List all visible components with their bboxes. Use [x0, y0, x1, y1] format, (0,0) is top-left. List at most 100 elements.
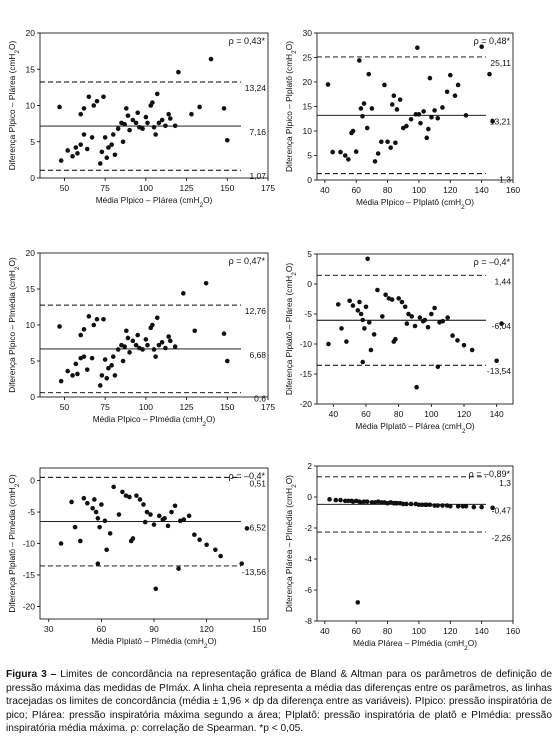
data-point — [89, 135, 95, 140]
x-tick-label: 175 — [261, 402, 275, 412]
data-point — [115, 126, 121, 131]
y-tick-label: 5 — [30, 137, 35, 147]
data-point — [70, 153, 75, 159]
data-point — [418, 120, 423, 126]
data-point — [140, 126, 145, 131]
data-point — [391, 93, 397, 99]
data-point — [432, 305, 437, 311]
data-point — [145, 120, 150, 126]
data-point — [427, 502, 433, 508]
data-point — [125, 335, 131, 341]
data-point — [84, 146, 90, 152]
x-tick-label: 150 — [220, 183, 234, 193]
x-tick-label: 120 — [443, 185, 457, 195]
data-point — [360, 317, 366, 323]
x-axis-label: Média PIplatô – PIárea (cmH2O) — [355, 421, 475, 435]
mean-difference-label: 7,16 — [249, 127, 266, 137]
data-point — [73, 145, 79, 150]
x-tick-label: 100 — [139, 183, 153, 193]
data-point — [371, 332, 377, 337]
data-point — [130, 338, 136, 344]
rho-label: ρ = 0,48* — [474, 36, 511, 46]
data-point — [176, 69, 181, 75]
data-point — [107, 531, 113, 536]
data-point — [412, 323, 418, 329]
data-point — [479, 504, 484, 510]
x-tick-label: 40 — [329, 409, 339, 419]
data-point — [135, 110, 141, 116]
data-point — [335, 302, 341, 307]
data-point — [368, 347, 374, 353]
data-point — [372, 159, 378, 164]
upper-limit-label: 12,76 — [245, 306, 267, 316]
mean-difference-label: -6,04 — [492, 321, 512, 331]
data-point — [440, 105, 445, 110]
data-point — [385, 139, 390, 145]
data-point — [99, 373, 105, 378]
data-point — [463, 113, 469, 118]
data-point — [425, 324, 431, 330]
data-point — [94, 98, 100, 104]
data-point — [102, 135, 108, 140]
data-point — [435, 364, 441, 370]
data-point — [65, 148, 70, 153]
x-axis-label: Média PIpico – PIárea (cmH2O) — [96, 195, 213, 209]
x-axis-label: Média PIpico – PImédia (cmH2O) — [93, 414, 216, 428]
data-point — [406, 311, 411, 317]
x-axis-label: Média PIplatô – PImédia (cmH2O) — [91, 636, 217, 650]
x-tick-label: 125 — [179, 183, 193, 193]
data-point — [104, 155, 110, 160]
data-point — [130, 536, 136, 541]
data-point — [70, 373, 75, 378]
y-tick-label: 15 — [26, 64, 36, 74]
data-point — [156, 342, 162, 348]
data-point — [224, 138, 230, 143]
y-tick-label: 0 — [30, 173, 35, 183]
data-point — [363, 304, 369, 310]
chart-panel-1: 50 75 100 125 150 175 0 5 10 15 20 13,24 7,16 1,07 ρ =… — [7, 28, 275, 209]
data-point — [364, 125, 370, 131]
data-point — [396, 296, 401, 301]
data-point — [440, 503, 445, 508]
data-point — [69, 499, 74, 505]
data-point — [57, 104, 62, 110]
data-point — [388, 145, 393, 150]
data-point — [421, 109, 426, 114]
data-point — [350, 303, 356, 308]
data-point — [487, 71, 492, 77]
data-point — [338, 497, 343, 503]
data-point — [81, 495, 87, 501]
data-point — [140, 347, 145, 352]
y-axis-label: Diferença PIárea – PImédia (cmH2O) — [284, 475, 298, 612]
data-point — [95, 561, 101, 566]
data-point — [92, 497, 97, 502]
data-point — [81, 132, 87, 137]
data-point — [224, 358, 230, 364]
upper-limit-label: 1,3 — [499, 478, 511, 488]
data-point — [353, 149, 359, 154]
data-point — [163, 345, 168, 351]
data-point — [416, 112, 422, 117]
data-point — [153, 132, 158, 137]
data-point — [172, 344, 178, 349]
data-point — [81, 106, 87, 111]
data-point — [145, 342, 150, 348]
data-point — [427, 75, 433, 81]
mean-difference-label: 13,21 — [490, 116, 512, 126]
rho-label: ρ = –0,4* — [229, 471, 266, 481]
data-point — [163, 123, 168, 129]
x-tick-label: 80 — [383, 626, 393, 636]
data-point — [143, 337, 149, 342]
y-tick-label: -15 — [23, 570, 36, 580]
y-tick-label: 5 — [30, 356, 35, 366]
y-axis-label: Diferença PIplatô – PIárea (cmH2O) — [284, 263, 298, 396]
y-tick-label: 20 — [26, 248, 36, 258]
data-point — [125, 113, 131, 118]
data-point — [365, 256, 370, 262]
data-point — [455, 504, 461, 509]
data-point — [197, 537, 202, 543]
x-tick-label: 100 — [139, 402, 153, 412]
data-point — [78, 538, 83, 544]
x-tick-label: 50 — [60, 402, 70, 412]
